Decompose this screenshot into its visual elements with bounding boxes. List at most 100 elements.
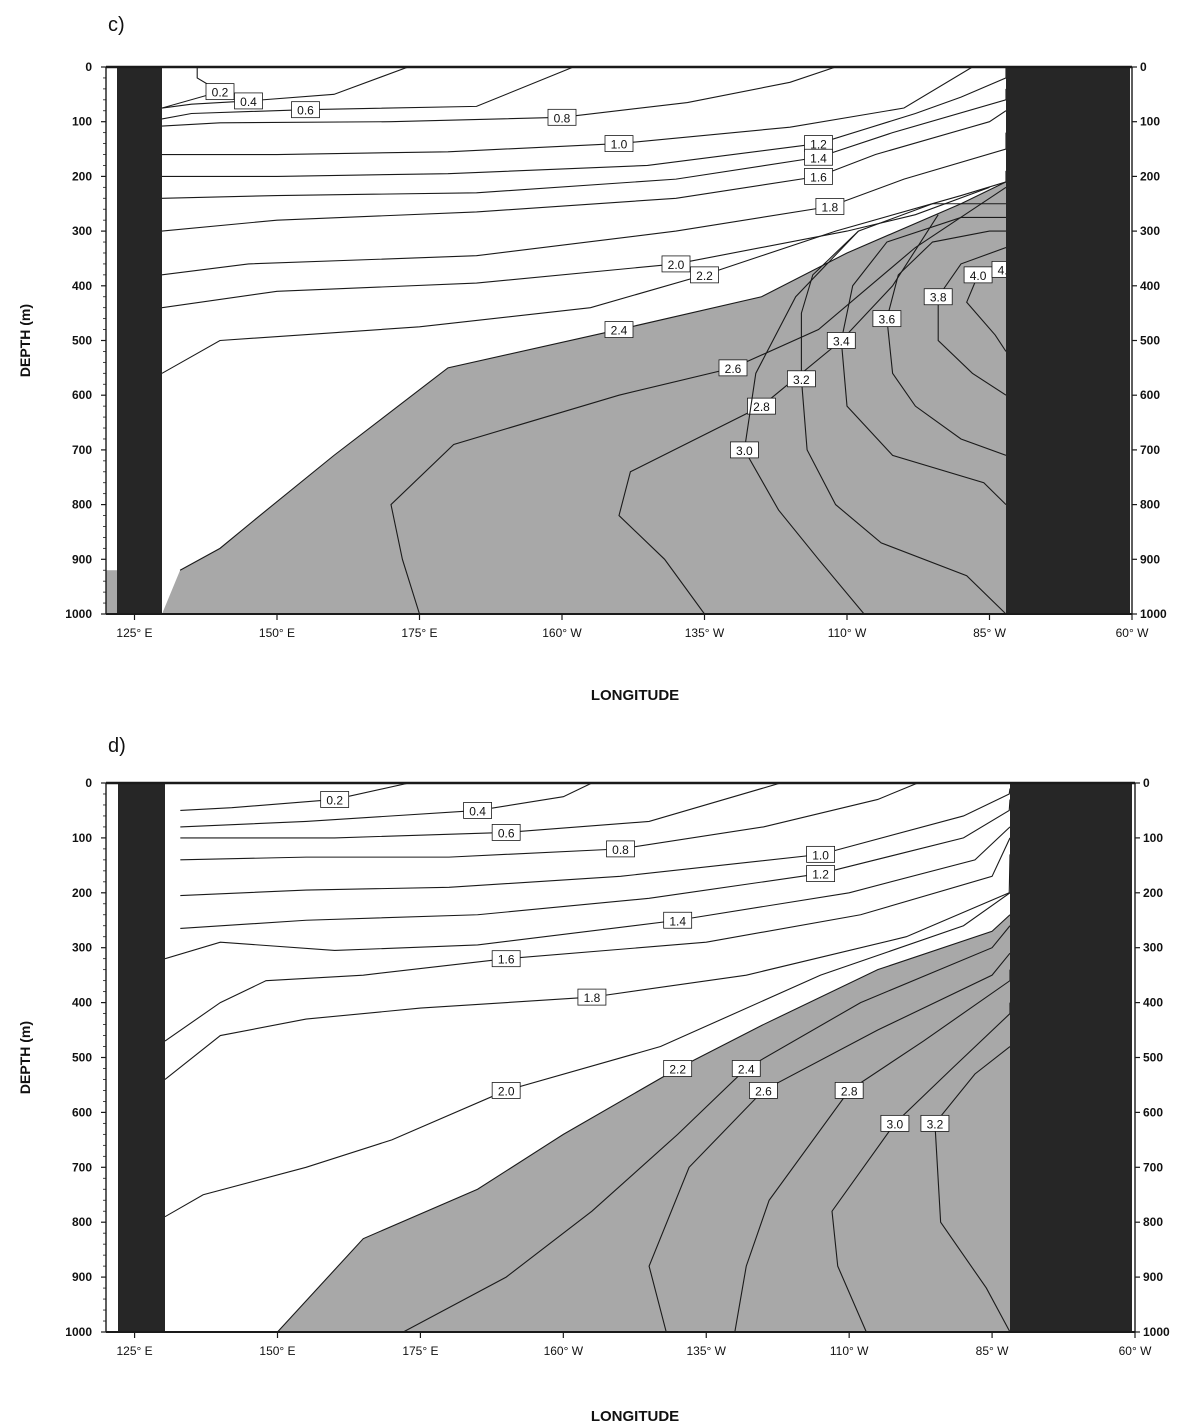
contour-label: 3.2 [927, 1117, 944, 1131]
contour-label-box [463, 802, 492, 819]
contour-label-box [804, 167, 833, 185]
y-tick-label-left: 700 [72, 443, 92, 457]
contour-label-box [491, 950, 521, 968]
y-tick-label-right: 500 [1143, 1051, 1163, 1065]
y-tick-label-left: 700 [72, 1160, 92, 1174]
contour-line [162, 67, 1006, 177]
contour-label: 2.0 [668, 258, 685, 272]
y-tick-label-right: 900 [1140, 552, 1160, 566]
contour-label-box [491, 824, 521, 841]
contour-label: 3.4 [833, 335, 850, 349]
contour-label-box [826, 332, 856, 349]
contour-label-box [923, 288, 953, 306]
y-tick-label-right: 600 [1143, 1105, 1163, 1119]
x-tick-label: 125° E [116, 1344, 152, 1358]
y-tick-label-left: 300 [72, 224, 92, 238]
panel-label: c) [108, 14, 125, 36]
contour-label-box [291, 101, 320, 119]
contour-line [162, 67, 409, 109]
contour-label: 2.8 [753, 400, 770, 414]
x-tick-label: 150° E [259, 626, 295, 640]
contour-label-box [663, 911, 693, 929]
x-tick-label: 175° E [402, 1344, 438, 1358]
contour-line [618, 214, 939, 614]
contour-label: 1.8 [822, 200, 839, 214]
contour-label: 1.0 [812, 848, 829, 862]
y-tick-label-left: 400 [72, 996, 92, 1010]
y-tick-label-left: 1000 [65, 1325, 92, 1339]
contour-label: 1.4 [669, 914, 686, 928]
x-tick-label: 135° W [685, 626, 725, 640]
y-tick-label-left: 200 [72, 169, 92, 183]
contour-label-box [320, 791, 350, 808]
land-west [117, 67, 162, 614]
contour-line [180, 783, 593, 828]
y-tick-label-right: 800 [1140, 498, 1160, 512]
contour-label-box [661, 255, 691, 273]
y-tick-label-left: 100 [72, 831, 92, 845]
x-tick-label: 160° W [544, 1344, 584, 1358]
contour-label: 1.0 [611, 138, 628, 152]
contour-label-box [577, 988, 607, 1006]
x-tick-label: 125° E [116, 626, 152, 640]
contour-line [179, 181, 1006, 571]
land-west [118, 783, 165, 1332]
land-east [1010, 783, 1132, 1332]
y-tick-label-right: 200 [1143, 886, 1163, 900]
contour-label-box [730, 441, 759, 459]
contour-label: 1.6 [810, 170, 827, 184]
contour-label: 1.4 [810, 151, 827, 165]
x-tick-label: 110° W [828, 626, 867, 640]
y-tick-label-right: 400 [1140, 279, 1160, 293]
y-tick-label-right: 300 [1143, 941, 1163, 955]
y-tick-label-left: 500 [72, 1051, 92, 1065]
contour-label-box [663, 1060, 693, 1077]
y-axis-title: DEPTH (m) [17, 304, 33, 377]
x-tick-label: 60° W [1116, 626, 1149, 640]
contour-label-box [834, 1082, 864, 1099]
contour-line [165, 826, 1010, 960]
contour-line [937, 246, 1006, 396]
x-axis-title: LONGITUDE [591, 1408, 679, 1425]
shaded-region [162, 181, 1006, 614]
contour-line [162, 132, 1006, 276]
y-tick-label-left: 200 [72, 886, 92, 900]
land-east [1006, 67, 1130, 614]
contour-label-box [872, 310, 902, 328]
x-tick-label: 85° W [976, 1344, 1009, 1358]
contour-label-box [205, 83, 235, 101]
contour-label: 2.2 [696, 269, 713, 283]
contour-label-box [749, 1082, 778, 1099]
contour-label: 0.6 [297, 104, 314, 118]
contour-label-box [804, 148, 833, 166]
contour-label: 0.8 [612, 843, 629, 857]
y-tick-label-left: 500 [72, 334, 92, 348]
y-tick-label-left: 900 [72, 552, 92, 566]
y-tick-label-right: 900 [1143, 1270, 1163, 1284]
y-axis-title: DEPTH (m) [17, 1021, 33, 1094]
contour-line [162, 88, 1006, 199]
y-tick-label-right: 100 [1140, 115, 1160, 129]
contour-label: 0.6 [498, 826, 515, 840]
contour-label: 2.4 [738, 1062, 755, 1076]
x-tick-label: 135° W [687, 1344, 727, 1358]
y-tick-label-left: 400 [72, 279, 92, 293]
contour-label: 0.2 [212, 86, 229, 100]
x-tick-label: 85° W [973, 626, 1006, 640]
y-tick-label-left: 1000 [65, 607, 92, 621]
contour-chart-c: 0.2 0.4 0.6 0.8 1.0 1.21.4 1.6 1.8 2.0 2.2 2.4 2.6 2… [17, 60, 1167, 704]
contour-label: 3.0 [736, 444, 753, 458]
x-tick-label: 160° W [542, 626, 582, 640]
contour-label: 3.8 [930, 291, 947, 305]
y-tick-label-left: 600 [72, 388, 92, 402]
contour-label: 3.6 [879, 313, 896, 327]
contour-line [390, 186, 1006, 614]
y-tick-label-right: 800 [1143, 1215, 1163, 1229]
contour-line [934, 1046, 1010, 1332]
contour-chart-d: 0.2 0.4 0.6 0.8 1.0 1.2 1.4 1.6 1.8 2.0 2.2 2.42.6 2… [17, 776, 1170, 1425]
contour-label: 2.6 [725, 362, 742, 376]
y-tick-label-right: 0 [1140, 60, 1147, 74]
contour-label-box [880, 1114, 910, 1132]
x-tick-label: 60° W [1119, 1344, 1152, 1358]
x-tick-label: 175° E [401, 626, 437, 640]
